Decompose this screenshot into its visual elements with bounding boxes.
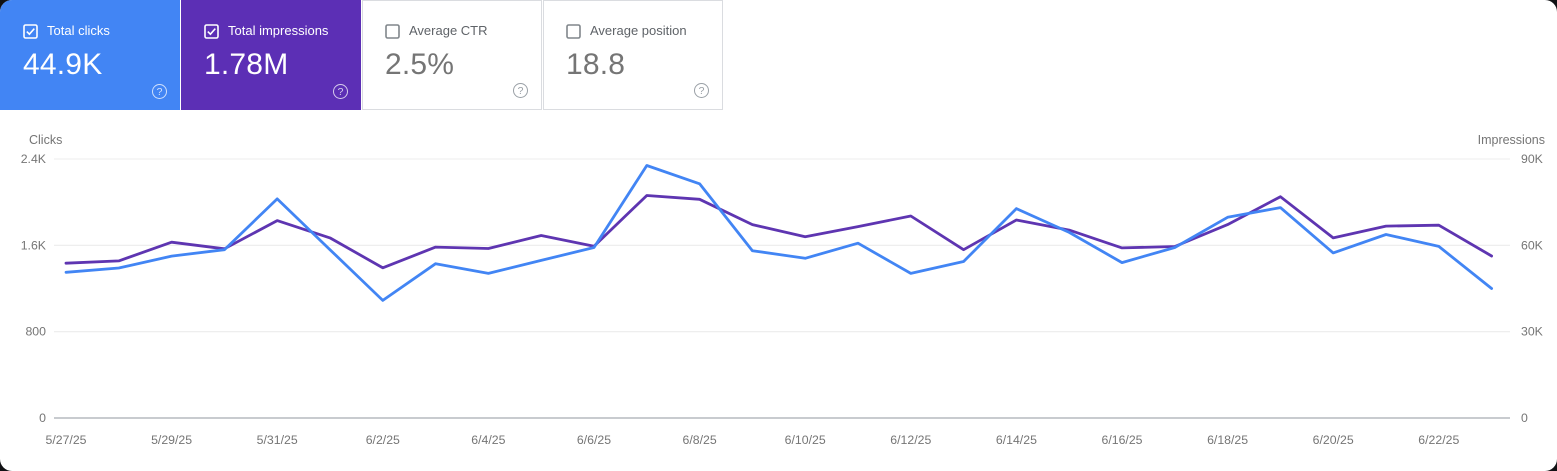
checkbox-unchecked-icon[interactable] [566,23,581,39]
svg-text:6/2/25: 6/2/25 [366,433,400,447]
checkbox-unchecked-icon[interactable] [385,23,400,39]
card-header: Average CTR [385,23,541,39]
metric-cards: Total clicks 44.9K ? Total impressions 1… [0,0,723,110]
right-axis-title: Impressions [1477,133,1545,147]
svg-text:6/22/25: 6/22/25 [1418,433,1459,447]
help-icon[interactable]: ? [333,84,348,99]
svg-text:90K: 90K [1521,152,1544,166]
card-total-clicks[interactable]: Total clicks 44.9K ? [0,0,180,110]
svg-text:5/29/25: 5/29/25 [151,433,192,447]
card-label: Average position [590,23,687,38]
svg-text:6/8/25: 6/8/25 [682,433,716,447]
card-value: 2.5% [385,48,455,81]
card-label: Total impressions [228,23,329,38]
card-value: 44.9K [23,48,103,81]
help-icon[interactable]: ? [513,83,528,98]
card-total-impressions[interactable]: Total impressions 1.78M ? [181,0,361,110]
checkbox-checked-icon[interactable] [204,23,219,39]
help-icon[interactable]: ? [694,83,709,98]
card-label: Average CTR [409,23,488,38]
svg-text:2.4K: 2.4K [21,152,47,166]
svg-text:6/12/25: 6/12/25 [890,433,931,447]
svg-text:1.6K: 1.6K [21,238,47,252]
svg-text:6/18/25: 6/18/25 [1207,433,1248,447]
checkbox-checked-icon[interactable] [23,23,38,39]
svg-text:60K: 60K [1521,238,1544,252]
card-value: 18.8 [566,48,626,81]
svg-text:6/10/25: 6/10/25 [785,433,826,447]
svg-text:6/4/25: 6/4/25 [471,433,505,447]
svg-text:6/6/25: 6/6/25 [577,433,611,447]
card-header: Total clicks [23,23,180,39]
svg-text:6/16/25: 6/16/25 [1101,433,1142,447]
card-value: 1.78M [204,48,289,81]
svg-text:6/14/25: 6/14/25 [996,433,1037,447]
svg-text:6/20/25: 6/20/25 [1313,433,1354,447]
card-header: Total impressions [204,23,361,39]
svg-text:5/27/25: 5/27/25 [45,433,86,447]
help-icon[interactable]: ? [152,84,167,99]
svg-text:0: 0 [1521,411,1528,425]
svg-text:30K: 30K [1521,325,1544,339]
card-header: Average position [566,23,722,39]
svg-text:5/31/25: 5/31/25 [257,433,298,447]
left-axis-title: Clicks [29,133,63,147]
svg-text:800: 800 [25,325,46,339]
card-average-position[interactable]: Average position 18.8 ? [543,0,723,110]
card-label: Total clicks [47,23,110,38]
svg-text:0: 0 [39,411,46,425]
card-average-ctr[interactable]: Average CTR 2.5% ? [362,0,542,110]
